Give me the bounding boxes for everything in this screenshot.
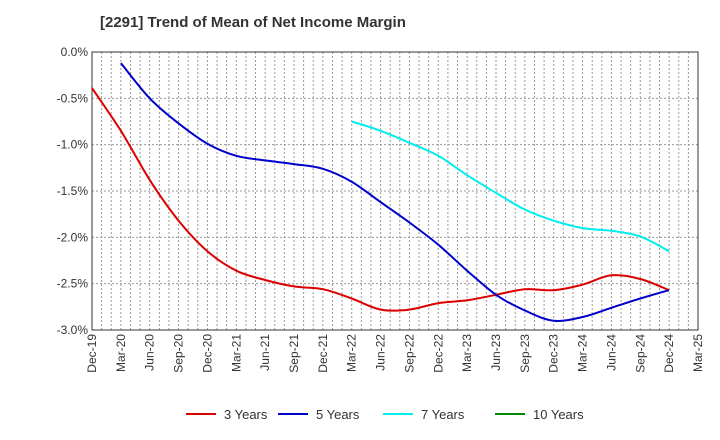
grid-lines [92, 52, 698, 330]
x-tick-label: Sep-24 [633, 334, 647, 373]
x-tick-label: Mar-25 [691, 334, 705, 372]
y-tick-labels: 0.0% -0.5% -1.0% -1.5% -2.0% -2.5% -3.0% [57, 45, 89, 337]
chart-title: [2291] Trend of Mean of Net Income Margi… [100, 14, 406, 31]
x-tick-label: Dec-21 [316, 334, 330, 373]
x-tick-label: Mar-23 [460, 334, 474, 372]
x-tick-label: Mar-22 [345, 334, 359, 372]
y-tick-label: -1.5% [57, 184, 89, 198]
x-tick-label: Jun-24 [604, 334, 618, 371]
x-tick-label: Mar-24 [576, 334, 590, 372]
x-tick-label: Dec-19 [85, 334, 99, 373]
y-tick-label: -2.5% [57, 277, 89, 291]
series-line-5-years [120, 62, 670, 322]
legend-label-10-years: 10 Years [533, 407, 584, 422]
y-tick-label: 0.0% [61, 45, 89, 59]
y-tick-label: -2.0% [57, 230, 89, 244]
x-tick-label: Mar-21 [229, 334, 243, 372]
series-lines [91, 62, 670, 322]
legend: 3 Years 5 Years 7 Years 10 Years [186, 407, 584, 422]
x-tick-label: Mar-20 [114, 334, 128, 372]
legend-label-3-years: 3 Years [224, 407, 268, 422]
x-tick-label: Jun-22 [374, 334, 388, 371]
y-tick-label: -0.5% [57, 91, 89, 105]
x-tick-label: Sep-23 [518, 334, 532, 373]
series-line-3-years [91, 87, 670, 312]
x-tick-labels: Dec-19 Mar-20 Jun-20 Sep-20 Dec-20 Mar-21 Jun-… [85, 334, 705, 373]
legend-label-5-years: 5 Years [316, 407, 360, 422]
x-tick-label: Sep-20 [172, 334, 186, 373]
legend-label-7-years: 7 Years [421, 407, 465, 422]
x-tick-label: Dec-22 [431, 334, 445, 373]
x-tick-label: Jun-23 [489, 334, 503, 371]
x-tick-label: Jun-21 [258, 334, 272, 371]
plot-border [91, 51, 699, 331]
x-tick-label: Dec-23 [547, 334, 561, 373]
series-line-7-years [351, 120, 670, 253]
x-tick-label: Sep-22 [402, 334, 416, 373]
x-tick-label: Dec-24 [662, 334, 676, 373]
x-tick-label: Dec-20 [200, 334, 214, 373]
x-tick-label: Sep-21 [287, 334, 301, 373]
y-tick-label: -3.0% [57, 323, 89, 337]
x-tick-label: Jun-20 [143, 334, 157, 371]
y-tick-label: -1.0% [57, 138, 89, 152]
axes [91, 51, 699, 331]
